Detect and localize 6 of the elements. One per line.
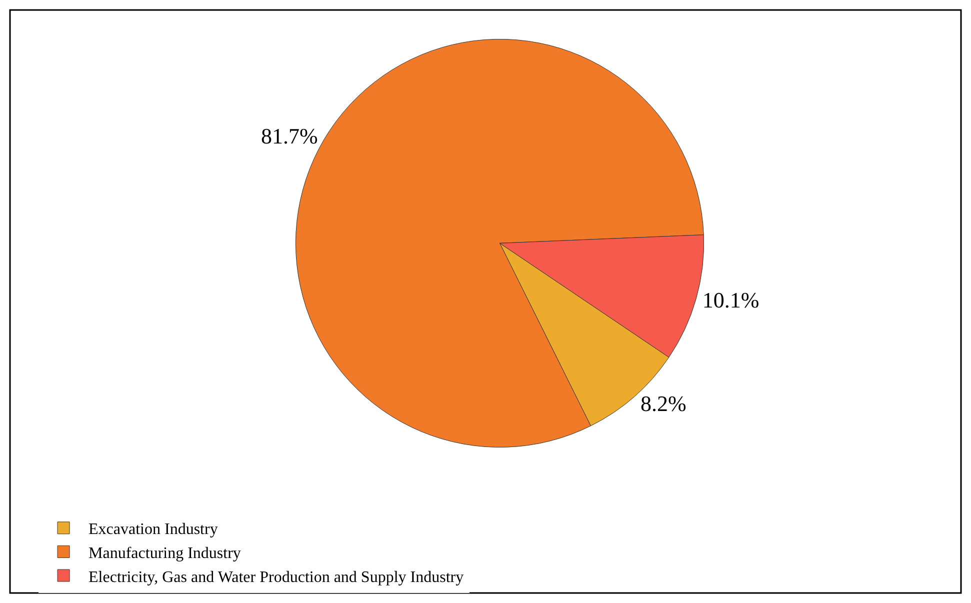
legend-label: Excavation Industry <box>88 521 218 538</box>
data-label: 81.7% <box>261 124 318 149</box>
data-label: 8.2% <box>640 391 686 416</box>
data-label: 10.1% <box>702 287 760 312</box>
legend-label: Electricity, Gas and Water Production and Supply Industry <box>88 568 464 586</box>
legend-label: Manufacturing Industry <box>88 544 241 562</box>
